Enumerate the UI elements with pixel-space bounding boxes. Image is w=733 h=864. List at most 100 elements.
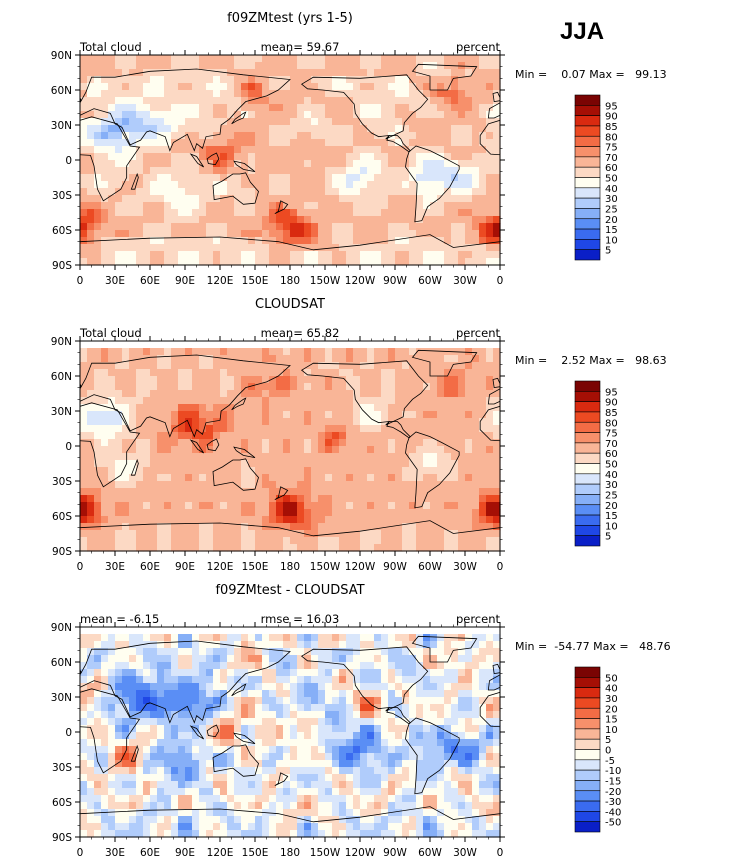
- heatmap-cell: [185, 362, 193, 370]
- heatmap-cell: [178, 383, 186, 391]
- heatmap-cell: [339, 662, 347, 670]
- heatmap-cell: [395, 418, 403, 426]
- heatmap-cell: [297, 174, 305, 182]
- heatmap-cell: [115, 432, 123, 440]
- heatmap-cell: [269, 341, 277, 349]
- heatmap-cell: [80, 697, 88, 705]
- heatmap-cell: [465, 648, 473, 656]
- heatmap-cell: [199, 390, 207, 398]
- heatmap-cell: [437, 97, 445, 105]
- x-tick-label: 150E: [242, 275, 269, 287]
- heatmap-cell: [122, 341, 130, 349]
- heatmap-cell: [493, 397, 501, 405]
- heatmap-cell: [80, 439, 88, 447]
- heatmap-cell: [213, 418, 221, 426]
- heatmap-cell: [486, 223, 494, 231]
- heatmap-cell: [388, 676, 396, 684]
- heatmap-cell: [171, 627, 179, 635]
- heatmap-cell: [395, 474, 403, 482]
- colorbar-label: 85: [605, 122, 618, 133]
- heatmap-cell: [171, 669, 179, 677]
- heatmap-cell: [171, 537, 179, 545]
- heatmap-cell: [339, 355, 347, 363]
- heatmap-cell: [402, 481, 410, 489]
- heatmap-cell: [248, 446, 256, 454]
- heatmap-cell: [234, 355, 242, 363]
- heatmap-cell: [185, 167, 193, 175]
- heatmap-cell: [213, 474, 221, 482]
- heatmap-cell: [360, 153, 368, 161]
- heatmap-cell: [402, 244, 410, 252]
- heatmap-cell: [395, 83, 403, 91]
- heatmap-cell: [493, 676, 501, 684]
- heatmap-cell: [108, 697, 116, 705]
- heatmap-cell: [423, 118, 431, 126]
- heatmap-cell: [339, 376, 347, 384]
- heatmap-cell: [171, 167, 179, 175]
- heatmap-cell: [297, 495, 305, 503]
- heatmap-cell: [185, 174, 193, 182]
- heatmap-cell: [122, 411, 130, 419]
- heatmap-cell: [479, 348, 487, 356]
- heatmap-cell: [325, 146, 333, 154]
- heatmap-cell: [122, 683, 130, 691]
- heatmap-cell: [115, 397, 123, 405]
- heatmap-cell: [94, 648, 102, 656]
- heatmap-cell: [493, 160, 501, 168]
- heatmap-cell: [185, 97, 193, 105]
- heatmap-cell: [241, 104, 249, 112]
- heatmap-cell: [136, 411, 144, 419]
- heatmap-cell: [108, 76, 116, 84]
- heatmap-cell: [255, 125, 263, 133]
- heatmap-cell: [234, 711, 242, 719]
- heatmap-cell: [437, 223, 445, 231]
- heatmap-cell: [227, 697, 235, 705]
- heatmap-cell: [248, 732, 256, 740]
- heatmap-cell: [451, 425, 459, 433]
- heatmap-cell: [283, 467, 291, 475]
- heatmap-cell: [423, 230, 431, 238]
- heatmap-cell: [465, 348, 473, 356]
- heatmap-cell: [206, 488, 214, 496]
- heatmap-cell: [304, 460, 312, 468]
- heatmap-cell: [150, 251, 158, 259]
- heatmap-cell: [374, 69, 382, 77]
- heatmap-cell: [465, 488, 473, 496]
- heatmap-cell: [374, 446, 382, 454]
- heatmap-cell: [416, 432, 424, 440]
- heatmap-cell: [325, 544, 333, 552]
- heatmap-cell: [101, 125, 109, 133]
- heatmap-cell: [234, 369, 242, 377]
- heatmap-cell: [185, 153, 193, 161]
- heatmap-cell: [136, 732, 144, 740]
- heatmap-cell: [171, 439, 179, 447]
- heatmap-cell: [220, 355, 228, 363]
- heatmap-cell: [129, 627, 137, 635]
- heatmap-cell: [472, 369, 480, 377]
- heatmap-cell: [248, 397, 256, 405]
- heatmap-cell: [248, 181, 256, 189]
- heatmap-cell: [353, 90, 361, 98]
- heatmap-cell: [430, 181, 438, 189]
- heatmap-cell: [234, 411, 242, 419]
- heatmap-cell: [178, 97, 186, 105]
- heatmap-cell: [346, 697, 354, 705]
- heatmap-cell: [206, 711, 214, 719]
- heatmap-cell: [346, 690, 354, 698]
- heatmap-cell: [493, 641, 501, 649]
- heatmap-cell: [122, 669, 130, 677]
- heatmap-cell: [423, 530, 431, 538]
- heatmap-cell: [171, 432, 179, 440]
- heatmap-cell: [395, 634, 403, 642]
- heatmap-cell: [423, 111, 431, 119]
- heatmap-cell: [339, 251, 347, 259]
- heatmap-cell: [227, 432, 235, 440]
- heatmap-cell: [248, 690, 256, 698]
- heatmap-cell: [192, 711, 200, 719]
- heatmap-cell: [164, 146, 172, 154]
- heatmap-cell: [129, 383, 137, 391]
- heatmap-cell: [269, 111, 277, 119]
- heatmap-cell: [80, 627, 88, 635]
- heatmap-cell: [381, 404, 389, 412]
- heatmap-cell: [290, 167, 298, 175]
